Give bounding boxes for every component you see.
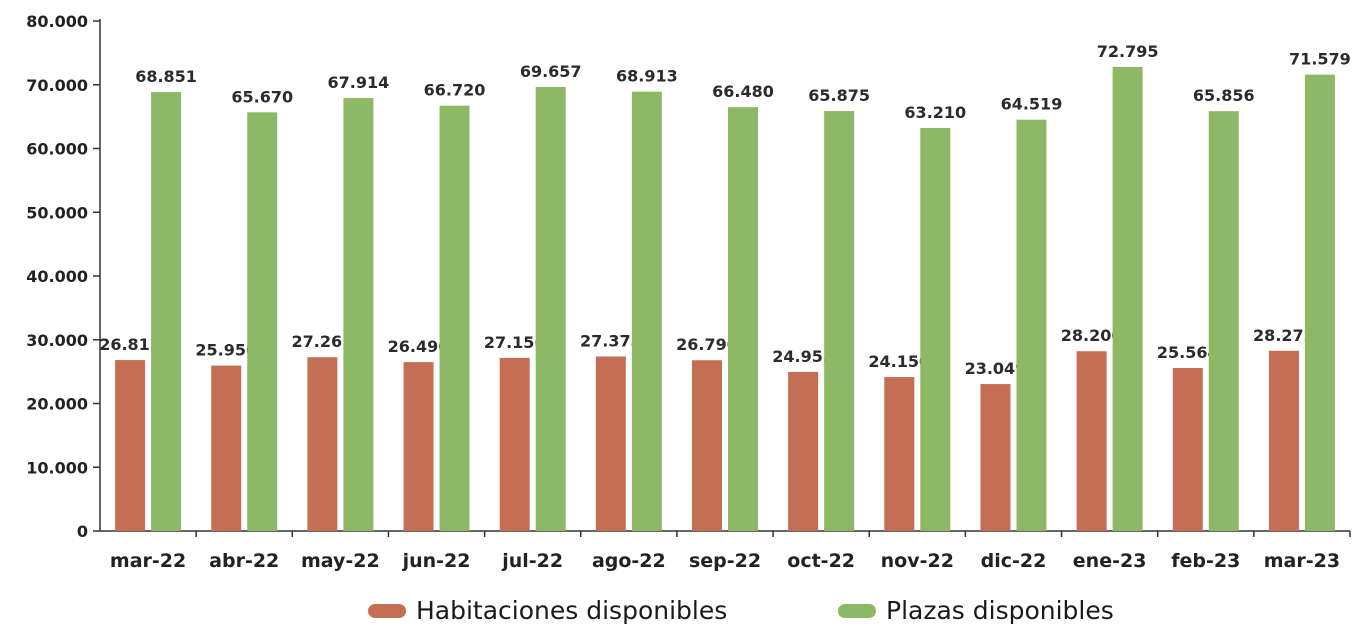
legend-item-plazas: Plazas disponibles [838, 596, 1114, 625]
data-label-plazas: 68.851 [135, 67, 197, 86]
x-tick-label: mar-22 [110, 550, 186, 572]
x-tick-label: sep-22 [689, 550, 761, 572]
x-tick-label: mar-23 [1264, 550, 1340, 572]
y-tick-label: 80.000 [26, 12, 88, 31]
data-label-habitaciones: 28.200 [1061, 326, 1123, 345]
y-tick-label: 20.000 [26, 395, 88, 414]
data-label-habitaciones: 27.261 [292, 332, 354, 351]
bar-plazas [151, 92, 182, 531]
legend: Habitaciones disponibles Plazas disponib… [0, 596, 1358, 628]
y-tick-label: 60.000 [26, 140, 88, 159]
x-tick-label: oct-22 [787, 550, 855, 572]
bar-habitaciones [211, 365, 242, 531]
data-label-plazas: 71.579 [1289, 50, 1351, 69]
bar-habitaciones [595, 356, 626, 531]
bar-habitaciones [499, 357, 530, 531]
x-tick-label: nov-22 [881, 550, 954, 572]
bar-plazas [631, 91, 662, 531]
bar-habitaciones [980, 384, 1011, 531]
data-label-habitaciones: 23.049 [965, 359, 1027, 378]
legend-swatch-habitaciones [368, 603, 406, 618]
bar-chart: 0 10.000 20.000 30.000 40.000 50.000 60.000 70.… [26, 12, 1351, 572]
y-tick-label: 40.000 [26, 267, 88, 286]
bar-habitaciones [115, 360, 146, 531]
bar-plazas [1016, 119, 1047, 531]
y-tick-label: 50.000 [26, 203, 88, 222]
data-label-plazas: 63.210 [904, 103, 966, 122]
data-label-plazas: 65.875 [808, 86, 870, 105]
y-tick-label: 0 [77, 522, 88, 541]
data-label-habitaciones: 24.150 [868, 352, 930, 371]
bar-habitaciones [884, 377, 915, 531]
bar-plazas [1304, 74, 1335, 532]
bar-plazas [824, 111, 855, 531]
data-label-plazas: 64.519 [1001, 95, 1063, 114]
data-label-habitaciones: 26.490 [388, 337, 450, 356]
data-label-plazas: 66.720 [424, 81, 486, 100]
data-label-plazas: 66.480 [712, 82, 774, 101]
data-label-plazas: 65.856 [1193, 86, 1255, 105]
bar-plazas [247, 112, 278, 531]
bar-habitaciones [1076, 351, 1107, 531]
x-tick-label: dic-22 [981, 550, 1047, 572]
data-label-habitaciones: 25.564 [1157, 343, 1219, 362]
data-label-plazas: 65.670 [231, 87, 293, 106]
data-label-habitaciones: 26.815 [99, 335, 161, 354]
data-label-habitaciones: 27.373 [580, 331, 642, 350]
bar-habitaciones [307, 357, 338, 531]
bar-habitaciones [692, 360, 722, 531]
data-label-plazas: 69.657 [520, 62, 582, 81]
x-tick-label: ago-22 [592, 550, 666, 572]
y-tick-label: 10.000 [26, 458, 88, 477]
data-label-plazas: 67.914 [328, 73, 390, 92]
y-tick-label: 30.000 [26, 331, 88, 350]
bar-habitaciones [403, 362, 434, 531]
x-tick-label: jun-22 [402, 550, 471, 572]
y-tick-label: 70.000 [26, 76, 88, 95]
data-label-habitaciones: 26.790 [676, 335, 738, 354]
bar-plazas [920, 128, 951, 531]
x-tick-label: jul-22 [501, 550, 563, 572]
bar-plazas [439, 105, 470, 531]
x-tick-label: abr-22 [209, 550, 279, 572]
data-label-habitaciones: 27.156 [484, 333, 546, 352]
bar-plazas [343, 98, 374, 531]
x-tick-label: feb-23 [1171, 550, 1240, 572]
legend-swatch-plazas [838, 603, 876, 618]
legend-label-habitaciones: Habitaciones disponibles [416, 596, 728, 625]
data-label-plazas: 68.913 [616, 67, 678, 86]
bar-plazas [1112, 66, 1143, 531]
bar-habitaciones [1268, 350, 1299, 531]
bar-plazas [728, 107, 758, 531]
legend-item-habitaciones: Habitaciones disponibles [368, 596, 727, 625]
data-label-habitaciones: 25.950 [195, 341, 257, 360]
bar-habitaciones [788, 371, 819, 531]
legend-label-plazas: Plazas disponibles [886, 596, 1114, 625]
x-tick-label: may-22 [301, 550, 380, 572]
data-label-habitaciones: 28.272 [1253, 326, 1315, 345]
bar-plazas [535, 86, 566, 532]
data-label-plazas: 72.795 [1097, 42, 1159, 61]
x-tick-label: ene-23 [1073, 550, 1147, 572]
bar-habitaciones [1172, 368, 1203, 531]
bar-plazas [1208, 111, 1239, 531]
data-label-habitaciones: 24.955 [772, 347, 834, 366]
